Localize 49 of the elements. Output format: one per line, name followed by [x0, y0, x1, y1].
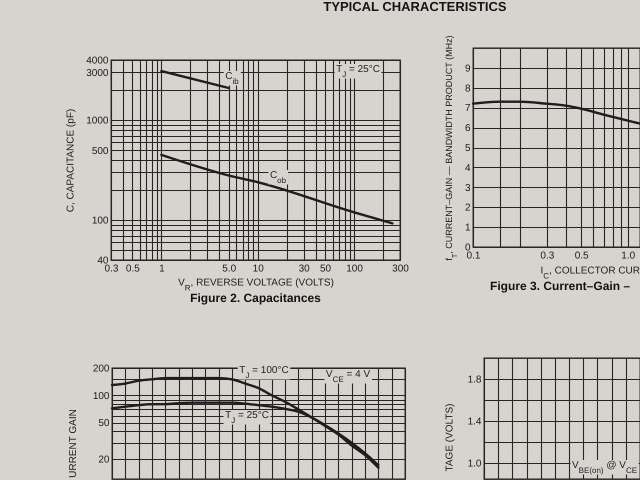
- y-tick-label: 4: [464, 162, 471, 174]
- x-axis-title: I$_{C}$, COLLECTOR CUR: [540, 266, 640, 280]
- y-tick-label: 1000: [86, 116, 109, 127]
- y-tick-label: 100: [92, 216, 109, 227]
- y-tick-label: 50: [98, 418, 110, 430]
- y-tick-label: 1.0: [468, 458, 482, 470]
- x-tick-label: 5.0: [222, 264, 237, 274]
- series-label: T$_{J}$ = 25°C: [225, 410, 269, 424]
- series-label: C$_{ob}$: [270, 170, 287, 184]
- y-tick-label: 500: [92, 146, 109, 157]
- y-tick-label: 1.8: [468, 374, 482, 386]
- x-tick-label: 0.3: [104, 264, 119, 274]
- x-tick-label: 1.0: [621, 250, 636, 262]
- text: Figure 2. Capacitances: [190, 291, 322, 305]
- x-tick-label: 30: [298, 264, 310, 274]
- text: Figure 3. Current–Gain –: [490, 279, 630, 293]
- y-tick-label: 5: [464, 143, 471, 154]
- x-tick-label: 0.3: [540, 250, 555, 262]
- series-label: T$_{J}$ = 100°C: [239, 365, 289, 380]
- y-tick-label: 20: [98, 454, 110, 466]
- series-label: C$_{ib}$: [225, 71, 240, 86]
- x-tick-label: 0.5: [126, 264, 140, 274]
- y-tick-label: 1: [464, 222, 471, 234]
- y-tick-label: 9: [464, 63, 471, 74]
- x-tick-label: 10: [252, 264, 264, 274]
- y-tick-label: 7: [464, 103, 471, 114]
- x-axis-title: V$_{R}$, REVERSE VOLTAGE (VOLTS): [178, 278, 334, 292]
- y-tick-label: 3: [464, 182, 471, 194]
- y-tick-label: 200: [92, 364, 110, 374]
- y-axis-title: C, CAPACITANCE (pF): [65, 108, 76, 212]
- y-tick-label: 8: [464, 83, 471, 94]
- x-tick-label: 100: [346, 264, 364, 274]
- y-tick-label: 3000: [86, 68, 109, 79]
- y-tick-label: 1.4: [468, 416, 482, 428]
- y-axis-title: TAGE (VOLTS): [444, 404, 456, 472]
- annotation: T$_{J}$ = 25°C: [336, 64, 380, 78]
- annotation: V$_{BE(on)}$ @ V$_{CE}$: [572, 460, 638, 474]
- text: TYPICAL CHARACTERISTICS: [323, 0, 507, 14]
- annotation: V$_{CE}$ = 4 V: [326, 369, 370, 384]
- x-tick-label: 1: [159, 264, 166, 274]
- x-tick-label: 300: [392, 264, 410, 274]
- y-tick-label: 2: [464, 202, 471, 214]
- y-tick-label: 6: [464, 123, 471, 134]
- x-tick-label: 0.1: [466, 250, 481, 262]
- x-tick-label: 50: [320, 264, 332, 274]
- x-tick-label: 0.5: [574, 250, 590, 262]
- y-tick-label: 100: [92, 390, 110, 402]
- y-axis-title: URRENT GAIN: [68, 409, 79, 478]
- y-tick-label: 4000: [86, 56, 109, 66]
